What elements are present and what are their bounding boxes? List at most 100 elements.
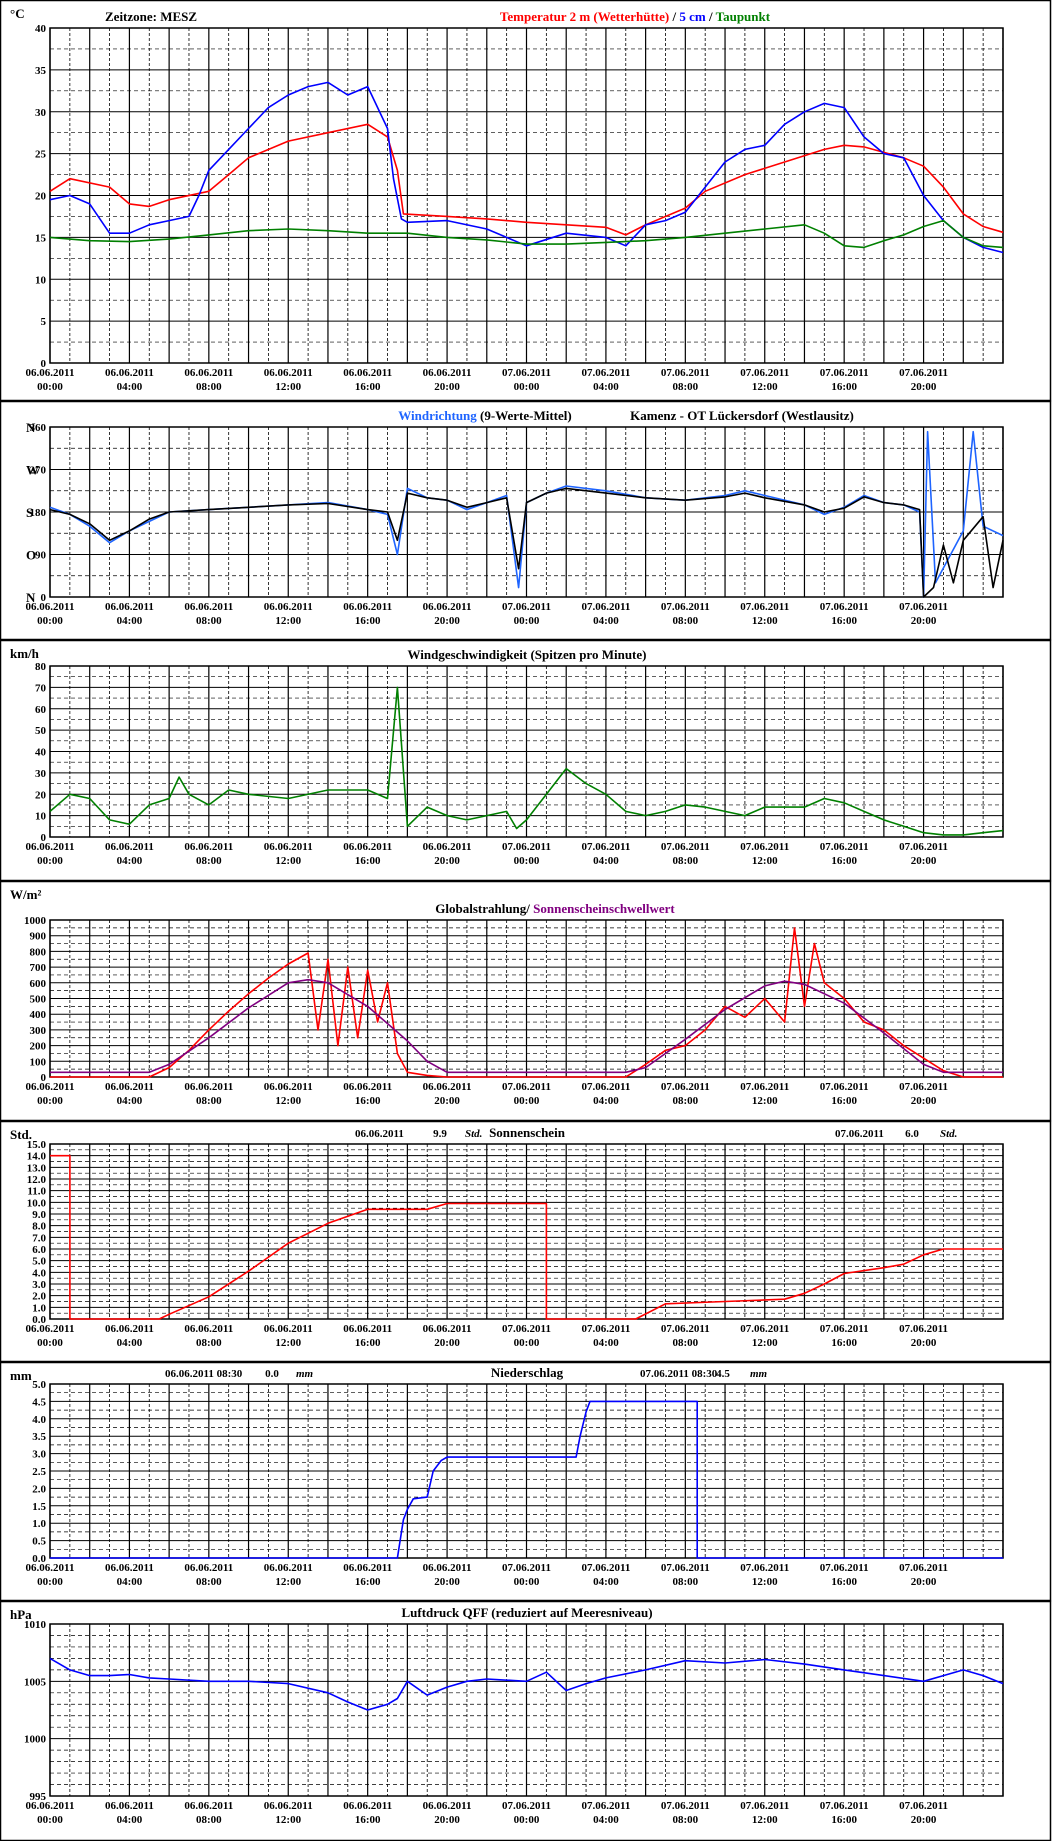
x-tick-date: 06.06.2011 xyxy=(264,1800,313,1812)
y-unit-label: hPa xyxy=(10,1607,32,1622)
x-tick-date: 06.06.2011 xyxy=(105,1562,154,1574)
y-tick-label: 14.0 xyxy=(27,1151,47,1163)
y-tick-label: 1.5 xyxy=(32,1501,46,1513)
y-tick-label: 1000 xyxy=(24,1734,47,1746)
x-tick-date: 07.06.2011 xyxy=(661,1081,710,1093)
chart-title: Temperatur 2 m (Wetterhütte) / 5 cm / Ta… xyxy=(500,9,771,24)
plot-area xyxy=(49,1143,1004,1320)
chart-title: Sonnenschein xyxy=(489,1125,566,1140)
x-tick-date: 06.06.2011 xyxy=(264,1081,313,1093)
x-tick-time: 08:00 xyxy=(672,1337,698,1349)
x-tick-time: 04:00 xyxy=(593,615,619,627)
x-tick-date: 07.06.2011 xyxy=(502,841,551,853)
x-tick-time: 12:00 xyxy=(752,1337,778,1349)
x-tick-time: 20:00 xyxy=(911,1095,937,1107)
y-tick-label: 100 xyxy=(30,1056,47,1068)
y-tick-label: 4.0 xyxy=(32,1267,46,1279)
y-tick-label: 8.0 xyxy=(32,1221,46,1233)
y-tick-label: 4.0 xyxy=(32,1414,46,1426)
x-tick-date: 07.06.2011 xyxy=(661,1800,710,1812)
x-tick-time: 04:00 xyxy=(593,381,619,393)
x-tick-date: 07.06.2011 xyxy=(581,601,630,613)
y-tick-label: 50 xyxy=(35,725,47,737)
chart-title: Niederschlag xyxy=(491,1365,564,1380)
y-unit-label: °C xyxy=(10,6,25,21)
title-part: Temperatur 2 m (Wetterhütte) xyxy=(500,9,669,24)
x-tick-date: 07.06.2011 xyxy=(740,367,789,379)
x-tick-date: 06.06.2011 xyxy=(264,1323,313,1335)
y-tick-label: 300 xyxy=(30,1025,47,1037)
x-tick-time: 20:00 xyxy=(911,381,937,393)
x-tick-time: 00:00 xyxy=(37,615,63,627)
series-line-wind_direction-1 xyxy=(49,487,1004,598)
x-tick-time: 12:00 xyxy=(275,855,301,867)
x-tick-time: 08:00 xyxy=(196,1095,222,1107)
x-tick-time: 12:00 xyxy=(275,1095,301,1107)
panel-frame xyxy=(0,639,1052,882)
y-tick-label: 0 xyxy=(41,1072,47,1084)
y-tick-label: 400 xyxy=(30,1009,47,1021)
summary-date: 06.06.2011 08:30 xyxy=(165,1368,243,1380)
x-tick-date: 06.06.2011 xyxy=(26,1323,75,1335)
x-tick-date: 07.06.2011 xyxy=(661,1323,710,1335)
y-tick-label: 70 xyxy=(35,682,47,694)
title-part: Globalstrahlung xyxy=(435,901,527,916)
y-tick-label: 800 xyxy=(30,946,47,958)
y-tick-label: 0 xyxy=(41,358,47,370)
x-tick-time: 04:00 xyxy=(593,1814,619,1826)
compass-label-w: W xyxy=(26,463,39,478)
y-tick-label: 2.5 xyxy=(32,1466,46,1478)
y-tick-label: 11.0 xyxy=(27,1186,46,1198)
x-tick-time: 12:00 xyxy=(752,1576,778,1588)
x-tick-date: 07.06.2011 xyxy=(661,601,710,613)
x-tick-date: 07.06.2011 xyxy=(820,1323,869,1335)
x-tick-date: 07.06.2011 xyxy=(502,367,551,379)
y-tick-label: 200 xyxy=(30,1041,47,1053)
x-tick-time: 20:00 xyxy=(911,855,937,867)
x-tick-time: 20:00 xyxy=(911,1814,937,1826)
y-tick-label: 30 xyxy=(35,768,47,780)
summary-value: 4.5 xyxy=(716,1368,730,1380)
title-part: Sonnenscheinschwellwert xyxy=(533,901,675,916)
x-tick-time: 08:00 xyxy=(672,855,698,867)
x-tick-date: 07.06.2011 xyxy=(899,1562,948,1574)
y-tick-label: 0 xyxy=(41,592,47,604)
panel-frame xyxy=(0,400,1052,641)
panel-wind_speed: 0 10 20 30 40 50 60 70 80 06.06.2011 00:00 06.06.20… xyxy=(0,639,1052,882)
y-tick-label: 6.0 xyxy=(32,1244,46,1256)
x-tick-time: 00:00 xyxy=(514,1337,540,1349)
x-tick-date: 07.06.2011 xyxy=(740,601,789,613)
x-tick-date: 07.06.2011 xyxy=(820,841,869,853)
x-tick-time: 12:00 xyxy=(275,1337,301,1349)
chart-title: Luftdruck QFF (reduziert auf Meeresnivea… xyxy=(401,1605,652,1620)
y-tick-label: 25 xyxy=(35,149,47,161)
x-tick-date: 06.06.2011 xyxy=(264,1562,313,1574)
summary-value: 9.9 xyxy=(433,1128,447,1140)
x-tick-date: 07.06.2011 xyxy=(820,1562,869,1574)
y-tick-label: 13.0 xyxy=(27,1162,47,1174)
x-tick-date: 06.06.2011 xyxy=(105,841,154,853)
x-tick-time: 04:00 xyxy=(117,1337,143,1349)
y-tick-label: 3.0 xyxy=(32,1449,46,1461)
x-tick-time: 00:00 xyxy=(37,1337,63,1349)
series-line-global_radiation-1 xyxy=(50,978,1003,1074)
x-tick-time: 16:00 xyxy=(355,615,381,627)
x-tick-time: 16:00 xyxy=(355,1576,381,1588)
x-tick-time: 16:00 xyxy=(831,615,857,627)
y-tick-label: 500 xyxy=(30,994,47,1006)
y-tick-label: 3.5 xyxy=(32,1431,46,1443)
title-part: Taupunkt xyxy=(716,9,771,24)
title-part: / xyxy=(706,9,716,24)
x-tick-date: 06.06.2011 xyxy=(184,1800,233,1812)
x-tick-time: 08:00 xyxy=(196,381,222,393)
y-tick-label: 15.0 xyxy=(27,1139,47,1151)
x-tick-date: 06.06.2011 xyxy=(184,1323,233,1335)
x-tick-time: 20:00 xyxy=(434,1095,460,1107)
x-tick-date: 07.06.2011 xyxy=(581,1562,630,1574)
x-tick-date: 07.06.2011 xyxy=(820,1800,869,1812)
y-unit-label: mm xyxy=(10,1368,32,1383)
x-tick-time: 00:00 xyxy=(37,1814,63,1826)
x-tick-time: 00:00 xyxy=(37,1095,63,1107)
x-tick-date: 07.06.2011 xyxy=(899,601,948,613)
